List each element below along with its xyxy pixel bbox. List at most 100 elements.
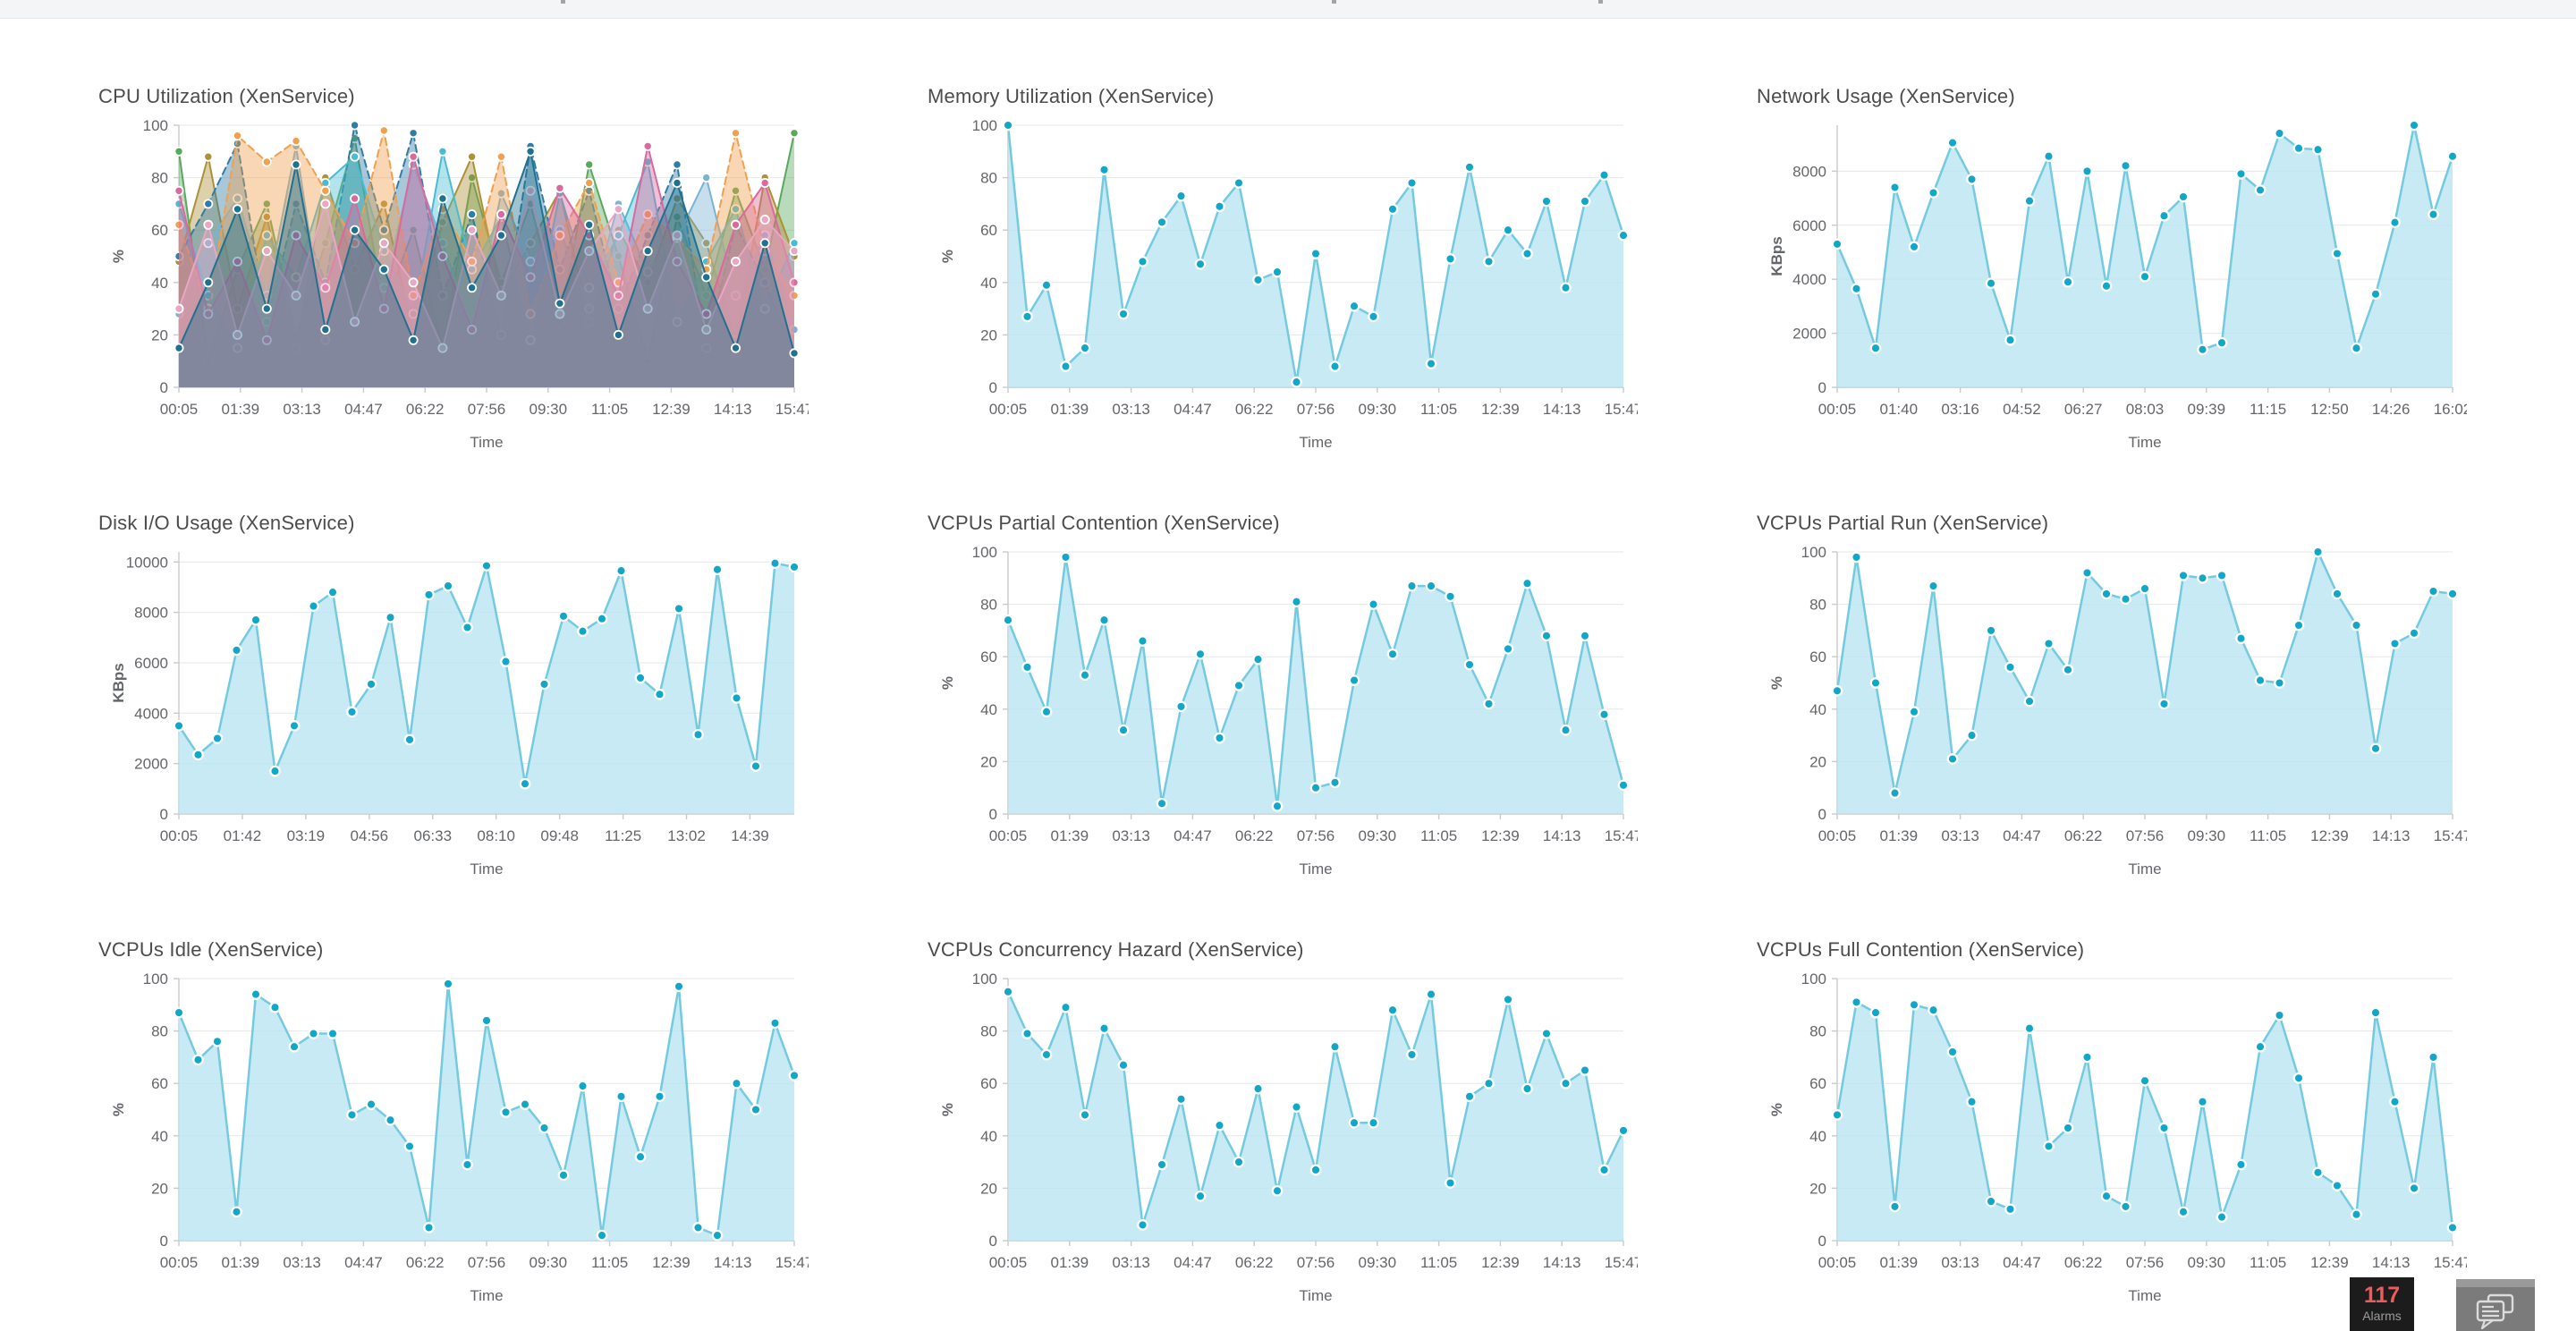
x-tick-label: 00:05 — [160, 827, 199, 844]
top-bar-artifact — [1332, 0, 1336, 4]
data-point — [2043, 638, 2055, 649]
data-point — [2081, 1051, 2093, 1064]
data-point — [320, 324, 331, 335]
data-point — [2428, 1051, 2439, 1064]
data-point — [2235, 1158, 2247, 1171]
data-point — [1156, 216, 1168, 228]
data-point — [437, 250, 448, 261]
data-point — [2139, 1074, 2151, 1087]
data-point — [1348, 1116, 1360, 1129]
data-point — [378, 264, 389, 275]
data-point — [692, 728, 704, 741]
data-point — [174, 250, 184, 261]
data-point — [269, 765, 281, 777]
x-tick-label: 00:05 — [989, 1254, 1028, 1271]
y-tick-label: 0 — [1818, 1233, 1826, 1250]
data-point — [1483, 698, 1495, 710]
data-point — [467, 283, 478, 293]
data-point — [1002, 614, 1014, 626]
data-point — [378, 238, 389, 249]
data-point — [350, 225, 360, 235]
x-tick-label: 01:39 — [222, 1254, 260, 1271]
data-point — [1368, 310, 1379, 323]
data-point — [2120, 159, 2131, 172]
data-point — [437, 146, 448, 157]
data-point — [1598, 1164, 1610, 1176]
chat-button[interactable] — [2456, 1279, 2535, 1331]
x-tick-label: 03:13 — [283, 1254, 321, 1271]
data-point — [1117, 724, 1130, 736]
data-point — [596, 613, 608, 625]
data-point — [2312, 143, 2324, 156]
data-series — [1831, 119, 2459, 387]
data-point — [320, 199, 331, 209]
data-point — [1194, 648, 1207, 660]
data-point — [731, 256, 741, 267]
x-axis-label: Time — [2128, 1287, 2161, 1304]
y-axis-label: % — [939, 1103, 956, 1116]
data-point — [672, 212, 682, 223]
data-point — [308, 600, 319, 612]
x-tick-label: 11:05 — [591, 401, 628, 418]
data-point — [1329, 776, 1341, 789]
data-point — [1214, 1119, 1225, 1132]
data-point — [326, 586, 339, 598]
data-point — [1908, 998, 1920, 1011]
data-point — [2254, 184, 2267, 196]
data-point — [789, 277, 800, 288]
data-point — [555, 230, 565, 241]
data-point — [173, 720, 185, 732]
x-tick-label: 09:30 — [1359, 827, 1397, 844]
data-point — [1966, 174, 1978, 185]
x-tick-label: 01:40 — [1880, 401, 1919, 418]
y-tick-label: 20 — [1809, 1180, 1826, 1197]
data-point — [232, 343, 242, 353]
data-point — [642, 277, 653, 288]
data-series — [1831, 996, 2459, 1241]
data-point — [731, 219, 741, 230]
x-tick-label: 09:30 — [2188, 1254, 2226, 1271]
data-point — [584, 303, 595, 314]
chart-title: VCPUs Partial Run (XenService) — [1757, 512, 2049, 534]
data-point — [1502, 224, 1514, 236]
alarms-badge[interactable]: 117 Alarms — [2350, 1277, 2414, 1331]
data-point — [2312, 546, 2324, 558]
data-point — [1831, 1109, 1843, 1121]
data-point — [1040, 1048, 1053, 1061]
data-point — [496, 209, 506, 220]
data-point — [480, 1014, 493, 1027]
x-tick-label: 07:56 — [468, 401, 506, 418]
data-point — [1463, 1090, 1476, 1103]
data-point — [1021, 661, 1033, 674]
x-tick-label: 06:22 — [1235, 401, 1274, 418]
y-tick-label: 6000 — [1792, 217, 1826, 234]
x-tick-label: 09:30 — [1359, 401, 1397, 418]
x-tick-label: 03:13 — [1112, 827, 1150, 844]
x-tick-label: 00:05 — [989, 401, 1028, 418]
y-tick-label: 2000 — [134, 756, 168, 773]
series-line — [178, 145, 795, 342]
data-point — [203, 356, 214, 367]
x-tick-label: 04:47 — [1174, 401, 1212, 418]
data-point — [1946, 1046, 1959, 1058]
data-point — [1560, 724, 1572, 736]
chart-title: Memory Utilization (XenService) — [928, 85, 1215, 107]
x-tick-label: 04:47 — [1174, 1254, 1212, 1271]
data-point — [1851, 996, 1862, 1008]
data-series — [1002, 551, 1630, 814]
data-point — [1502, 643, 1514, 655]
data-point — [2023, 1022, 2036, 1035]
data-point — [2100, 588, 2113, 600]
data-point — [174, 303, 184, 314]
data-series — [173, 557, 801, 814]
data-point — [1368, 598, 1379, 610]
data-point — [1309, 1164, 1322, 1176]
x-tick-label: 11:05 — [2250, 1254, 2286, 1271]
y-tick-label: 100 — [143, 971, 168, 988]
x-tick-label: 15:47 — [1605, 827, 1638, 844]
series-line — [178, 150, 795, 354]
x-tick-label: 07:56 — [2126, 827, 2165, 844]
data-point — [2139, 270, 2151, 283]
data-point — [2389, 1096, 2401, 1108]
data-point — [2254, 1040, 2267, 1053]
